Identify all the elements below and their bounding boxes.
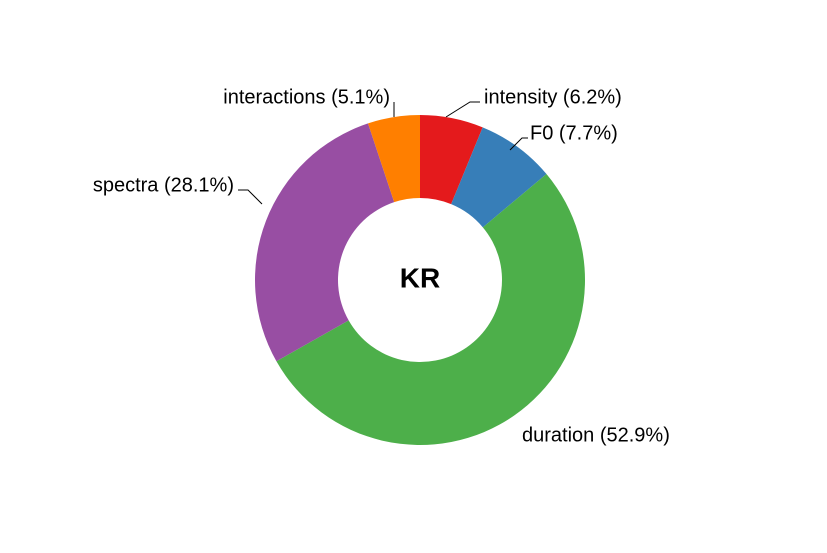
label-spectra: spectra (28.1%) [93, 174, 234, 196]
label-interactions: interactions (5.1%) [223, 86, 390, 108]
label-duration: duration (52.9%) [522, 424, 670, 446]
donut-svg: intensity (6.2%) F0 (7.7%) duration (52.9%… [0, 0, 827, 553]
label-F0: F0 (7.7%) [530, 122, 618, 144]
center-label: KR [400, 262, 440, 293]
label-intensity: intensity (6.2%) [484, 86, 622, 108]
donut-chart: intensity (6.2%) F0 (7.7%) duration (52.9%… [0, 0, 827, 553]
